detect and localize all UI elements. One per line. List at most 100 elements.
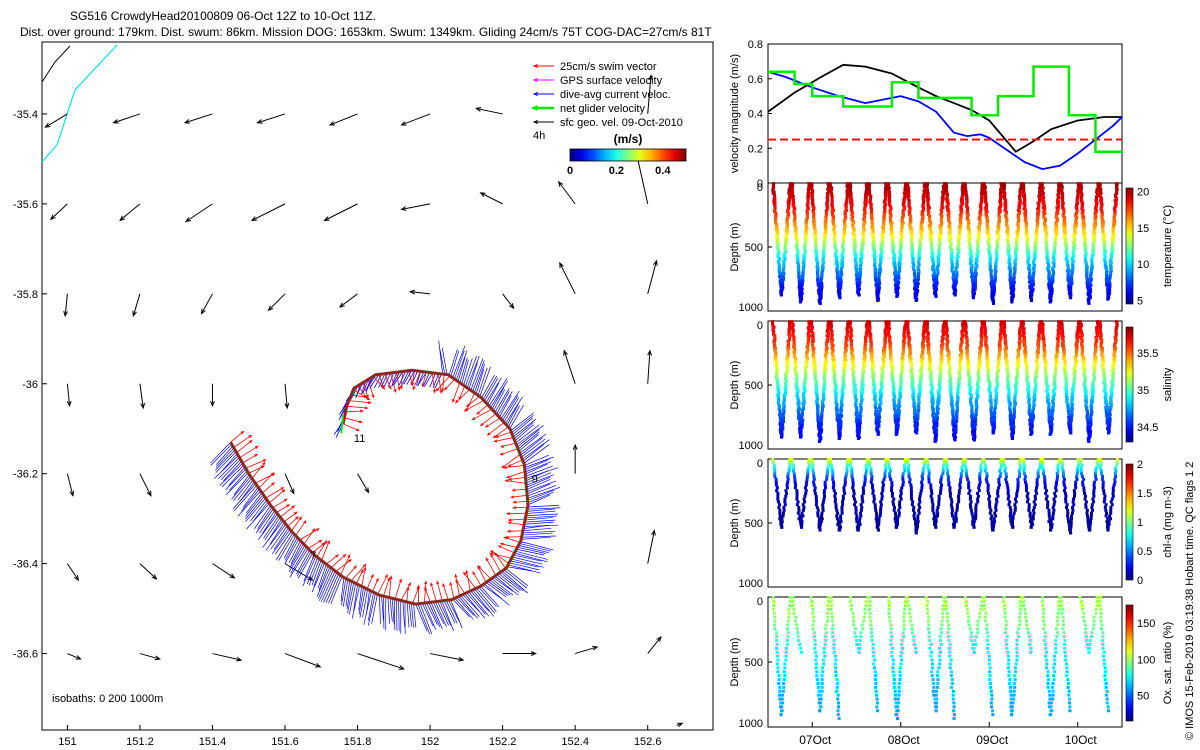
- swim-vector-head: [262, 459, 267, 463]
- swim-vector-head: [472, 571, 476, 575]
- dac-vector: [514, 552, 548, 563]
- swim-vector: [236, 440, 253, 453]
- geo-vector-head: [557, 180, 564, 187]
- swim-vector-head: [504, 535, 509, 539]
- dac-vector: [499, 395, 512, 418]
- dac-vector: [520, 541, 554, 551]
- swim-vector: [508, 522, 525, 526]
- dac-vector: [482, 375, 498, 400]
- dac-vector: [474, 588, 496, 614]
- dac-vector: [450, 350, 460, 377]
- geo-vector-head: [328, 121, 336, 126]
- geo-vector: [184, 113, 213, 124]
- velocity-series-line: [767, 63, 1122, 153]
- swim-vector-head: [283, 498, 288, 502]
- swim-vector-head: [501, 465, 505, 469]
- dac-vector: [448, 599, 460, 622]
- dac-vector: [448, 348, 458, 376]
- dac-vector: [524, 456, 554, 468]
- dac-vector: [426, 602, 438, 625]
- velocity-tick-label: 0.8: [748, 39, 763, 51]
- dac-vector: [360, 380, 367, 396]
- track-label: 9: [532, 474, 538, 486]
- geo-vector: [119, 203, 141, 221]
- swim-vector: [303, 528, 316, 545]
- dac-vector: [526, 474, 554, 486]
- geo-vector-head: [75, 655, 82, 660]
- dac-vector: [524, 519, 556, 523]
- swim-vector-head: [497, 545, 502, 549]
- dac-vector: [524, 459, 549, 471]
- dac-vector: [452, 345, 466, 378]
- dac-vector: [521, 439, 550, 460]
- swim-vector-head: [348, 559, 352, 563]
- legend-swatch-head: [530, 105, 539, 111]
- geo-vector-head: [479, 192, 486, 198]
- swim-vector-head: [298, 516, 302, 521]
- swim-vector: [261, 482, 275, 494]
- geo-vector: [284, 563, 313, 581]
- swim-vector: [504, 536, 521, 543]
- swim-vector: [430, 583, 437, 602]
- swim-vector: [476, 404, 489, 415]
- swim-vector: [511, 494, 528, 498]
- swim-vector-head: [387, 576, 391, 581]
- temperature-colorbar-tick: 10: [1137, 259, 1149, 271]
- swim-vector: [291, 516, 302, 532]
- dac-vector: [512, 417, 533, 436]
- dac-vector: [242, 487, 259, 508]
- dac-vector: [403, 370, 413, 385]
- swim-vector: [287, 516, 299, 527]
- dac-vector: [522, 527, 552, 532]
- dac-vector: [489, 579, 511, 596]
- geo-vector-head: [400, 121, 407, 126]
- swim-vector-head: [353, 565, 357, 569]
- colorbar-bar: [569, 148, 687, 162]
- dac-vector: [503, 569, 528, 589]
- dac-vector: [485, 582, 507, 598]
- geo-vector-head: [572, 443, 578, 450]
- swim-vector-head: [441, 388, 445, 393]
- swim-vector-head: [389, 575, 393, 580]
- swim-vector: [342, 423, 360, 432]
- geo-vector: [50, 203, 68, 220]
- geo-vector-head: [315, 662, 322, 668]
- dac-vector: [233, 474, 250, 496]
- swim-vector-head: [291, 505, 296, 509]
- temperature-colorbar-tick: 5: [1137, 295, 1143, 307]
- swim-vector: [422, 371, 427, 387]
- dac-vector: [321, 570, 336, 602]
- geo-vector: [357, 473, 369, 493]
- dac-vector: [456, 597, 475, 616]
- dac-vector: [252, 501, 269, 523]
- swim-vector-head: [393, 388, 397, 394]
- dac-vector: [262, 511, 277, 534]
- temperature-sample: [889, 220, 893, 224]
- dac-vector: [342, 579, 349, 607]
- dac-vector: [478, 586, 497, 608]
- dac-vector: [241, 488, 260, 512]
- dac-vector: [491, 387, 505, 410]
- dac-vector: [465, 356, 477, 387]
- swim-vector-head: [248, 434, 253, 439]
- swim-vector-head: [248, 439, 253, 444]
- swim-vector-head: [507, 521, 512, 525]
- dac-vector: [439, 600, 452, 626]
- swim-vector-head: [416, 584, 420, 589]
- salinity-sample: [876, 432, 880, 436]
- swim-vector: [472, 408, 493, 420]
- geo-vector: [563, 350, 576, 384]
- geo-vector: [329, 113, 358, 126]
- swim-vector: [512, 488, 527, 491]
- salinity-sample: [837, 437, 841, 441]
- geo-vector: [139, 653, 160, 660]
- swim-vector-head: [506, 529, 511, 533]
- swim-vector: [465, 392, 475, 412]
- geo-vector-head: [69, 490, 75, 497]
- swim-vector: [477, 566, 487, 583]
- dac-vector: [496, 574, 520, 593]
- dac-vector: [454, 350, 465, 380]
- swim-vector: [268, 489, 286, 504]
- dac-vector: [398, 370, 407, 386]
- swim-vector: [507, 530, 523, 532]
